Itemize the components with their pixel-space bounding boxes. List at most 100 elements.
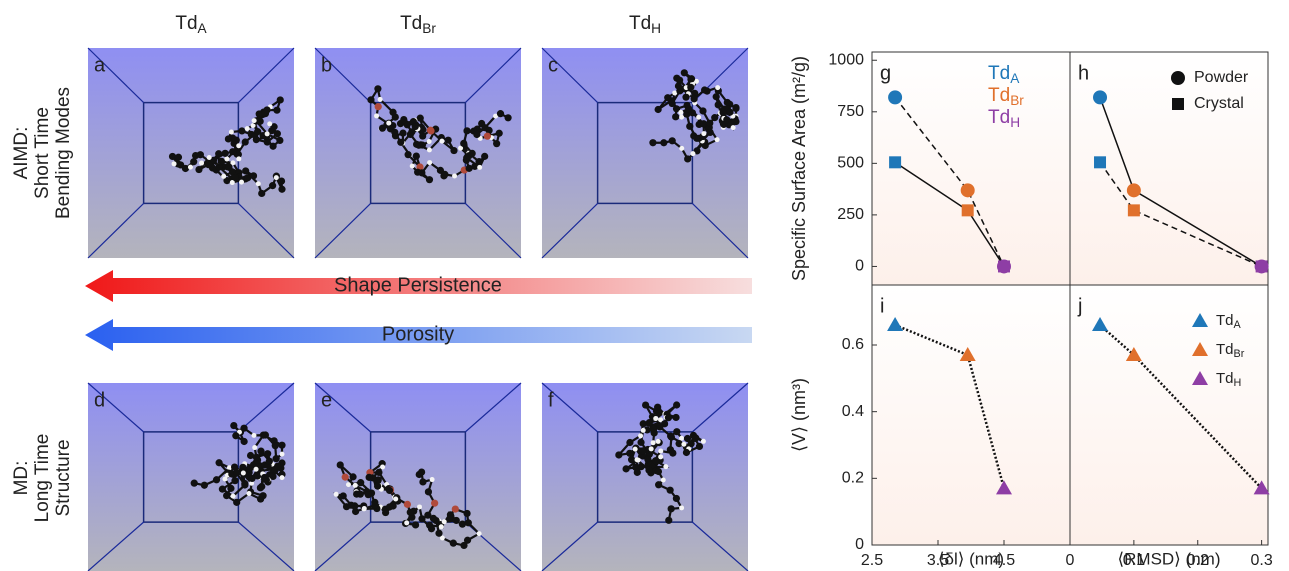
atom	[199, 160, 205, 166]
atom	[255, 110, 263, 118]
x-tick-label: 0.3	[1250, 552, 1272, 569]
atom	[714, 137, 720, 143]
marker	[889, 156, 902, 169]
atom	[221, 149, 229, 157]
atom	[403, 121, 411, 129]
y-tick-label: 0	[855, 258, 864, 275]
atom	[333, 491, 339, 497]
atom	[667, 433, 676, 441]
marker	[1253, 480, 1270, 495]
atom	[174, 153, 183, 161]
atom	[650, 425, 658, 433]
row-label: Bending Modes	[53, 87, 74, 219]
atom	[419, 126, 427, 134]
marker	[1255, 260, 1268, 273]
atom	[269, 142, 277, 150]
plot: h Powder Crystal	[1069, 51, 1269, 286]
atom	[406, 508, 414, 516]
series-line	[1099, 161, 1262, 268]
atom	[424, 488, 433, 496]
atom	[223, 492, 231, 500]
atom	[463, 509, 471, 518]
atom	[227, 484, 235, 492]
x-tick-label: 4.5	[993, 552, 1015, 569]
legend-marker	[1192, 313, 1208, 327]
atom	[730, 125, 736, 131]
plot: g 0 250 500 750 1000 Specific Surface Area (m²…	[789, 51, 1071, 286]
plot: j 0 0.1 0.2 0.3 ⟨RMSD⟩ (nm) TdA TdBr TdH	[1066, 284, 1273, 569]
atom	[231, 477, 239, 485]
atom	[626, 438, 634, 447]
legend-marker	[1171, 71, 1185, 85]
atom	[204, 161, 213, 169]
atom	[380, 464, 386, 470]
atom	[349, 473, 357, 481]
atom	[714, 101, 722, 109]
panel-letter: c	[548, 54, 558, 76]
atom	[426, 147, 432, 153]
atom	[658, 417, 664, 423]
atom	[378, 124, 387, 132]
atom	[222, 476, 228, 482]
cell-edge	[691, 382, 749, 433]
atom	[645, 419, 653, 427]
atom	[246, 451, 255, 460]
atom	[212, 476, 221, 484]
atom	[458, 520, 467, 528]
atom	[190, 158, 198, 166]
atom	[415, 141, 423, 149]
atom	[171, 161, 177, 167]
column-header: TdH	[629, 13, 661, 35]
arrow-label: Shape Persistence	[334, 274, 502, 296]
atom	[656, 423, 664, 431]
cell-edge	[541, 202, 599, 259]
atom	[232, 469, 241, 477]
atom	[460, 139, 468, 148]
x-tick-label: 2.5	[861, 552, 883, 569]
atom	[676, 76, 684, 84]
cell-edge	[541, 382, 599, 433]
atom	[361, 506, 367, 512]
atom	[230, 160, 236, 166]
atom	[276, 96, 284, 104]
atom	[229, 180, 235, 186]
atom	[649, 139, 657, 147]
cell-edge	[87, 521, 145, 571]
atom	[215, 150, 223, 158]
atom	[242, 167, 250, 175]
atom	[416, 114, 424, 122]
atom	[231, 173, 239, 182]
atom	[441, 519, 447, 525]
atom	[701, 141, 709, 150]
atom	[257, 447, 265, 455]
atom	[244, 126, 250, 132]
atom	[277, 177, 286, 185]
marker	[888, 90, 903, 105]
panel-letter: h	[1078, 62, 1089, 84]
atom	[391, 128, 399, 136]
atom	[715, 85, 721, 91]
atom	[265, 457, 273, 465]
atom	[458, 145, 464, 151]
atom	[664, 94, 672, 102]
atom	[341, 473, 349, 481]
atom	[678, 109, 684, 115]
atom	[252, 453, 260, 461]
series-line	[894, 96, 1005, 267]
atom	[400, 115, 408, 124]
atom	[225, 163, 233, 171]
atom	[637, 438, 645, 446]
arrow-label: Porosity	[382, 323, 454, 345]
arrow	[85, 270, 752, 302]
atom	[356, 490, 364, 498]
atom	[465, 164, 473, 172]
atom	[654, 467, 663, 476]
atom	[429, 514, 438, 523]
legend-label: Crystal	[1194, 95, 1244, 112]
atom	[431, 499, 439, 507]
atom	[695, 442, 704, 451]
atom	[495, 129, 503, 137]
atom	[252, 136, 260, 144]
atom	[493, 140, 501, 148]
atom	[667, 505, 675, 513]
